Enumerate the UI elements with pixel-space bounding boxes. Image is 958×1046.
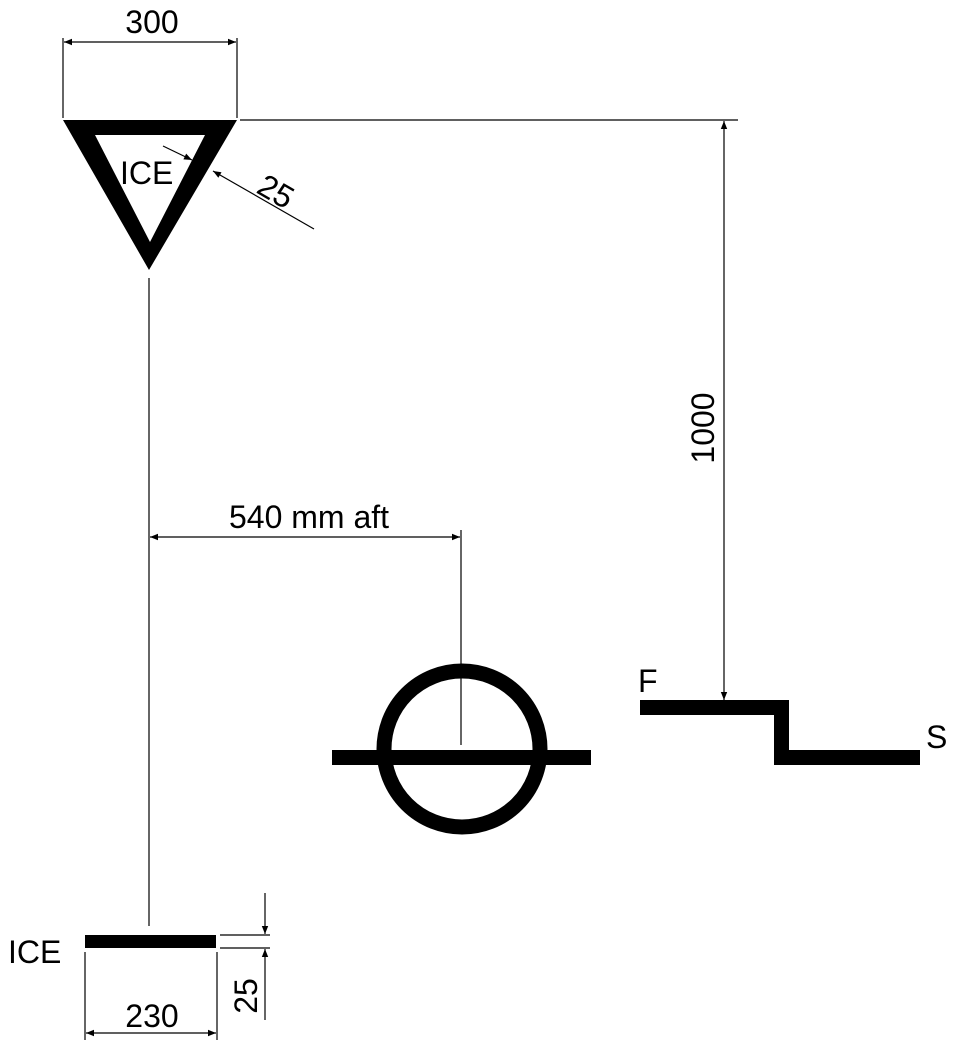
offset-dimension: 540 mm aft: [150, 499, 462, 745]
height-dimension-text: 1000: [685, 392, 721, 463]
offset-dimension-text: 540 mm aft: [229, 499, 389, 535]
leader-line: [162, 145, 193, 161]
aft-label: S: [926, 719, 947, 755]
triangle-stroke-text: 25: [252, 167, 301, 216]
triangle-width-text: 300: [125, 4, 178, 40]
ice-line-thickness-text: 25: [228, 978, 264, 1014]
ice-line-length-dimension: 230: [84, 952, 218, 1040]
load-line-disc: [332, 663, 591, 835]
ice-line-bar: [85, 935, 216, 948]
height-dimension: 1000: [685, 121, 728, 700]
triangle-width-dimension: 300: [62, 4, 238, 118]
load-line-bar: [332, 750, 591, 765]
leader-line: [212, 170, 315, 230]
fore-aft-draft-mark: F S: [638, 663, 947, 765]
load-line-circle: [376, 663, 548, 835]
ice-line-label: ICE: [8, 934, 61, 970]
triangle-outline: [63, 120, 237, 270]
ice-line-length-text: 230: [125, 998, 178, 1034]
stepped-draft-line: [640, 700, 920, 765]
fore-label: F: [638, 663, 658, 699]
triangle-ice-label: ICE: [120, 155, 173, 191]
ice-line-mark: ICE: [8, 934, 216, 970]
ice-line-thickness-dimension: 25: [220, 893, 270, 1020]
triangle-ice-mark: ICE: [63, 120, 237, 270]
